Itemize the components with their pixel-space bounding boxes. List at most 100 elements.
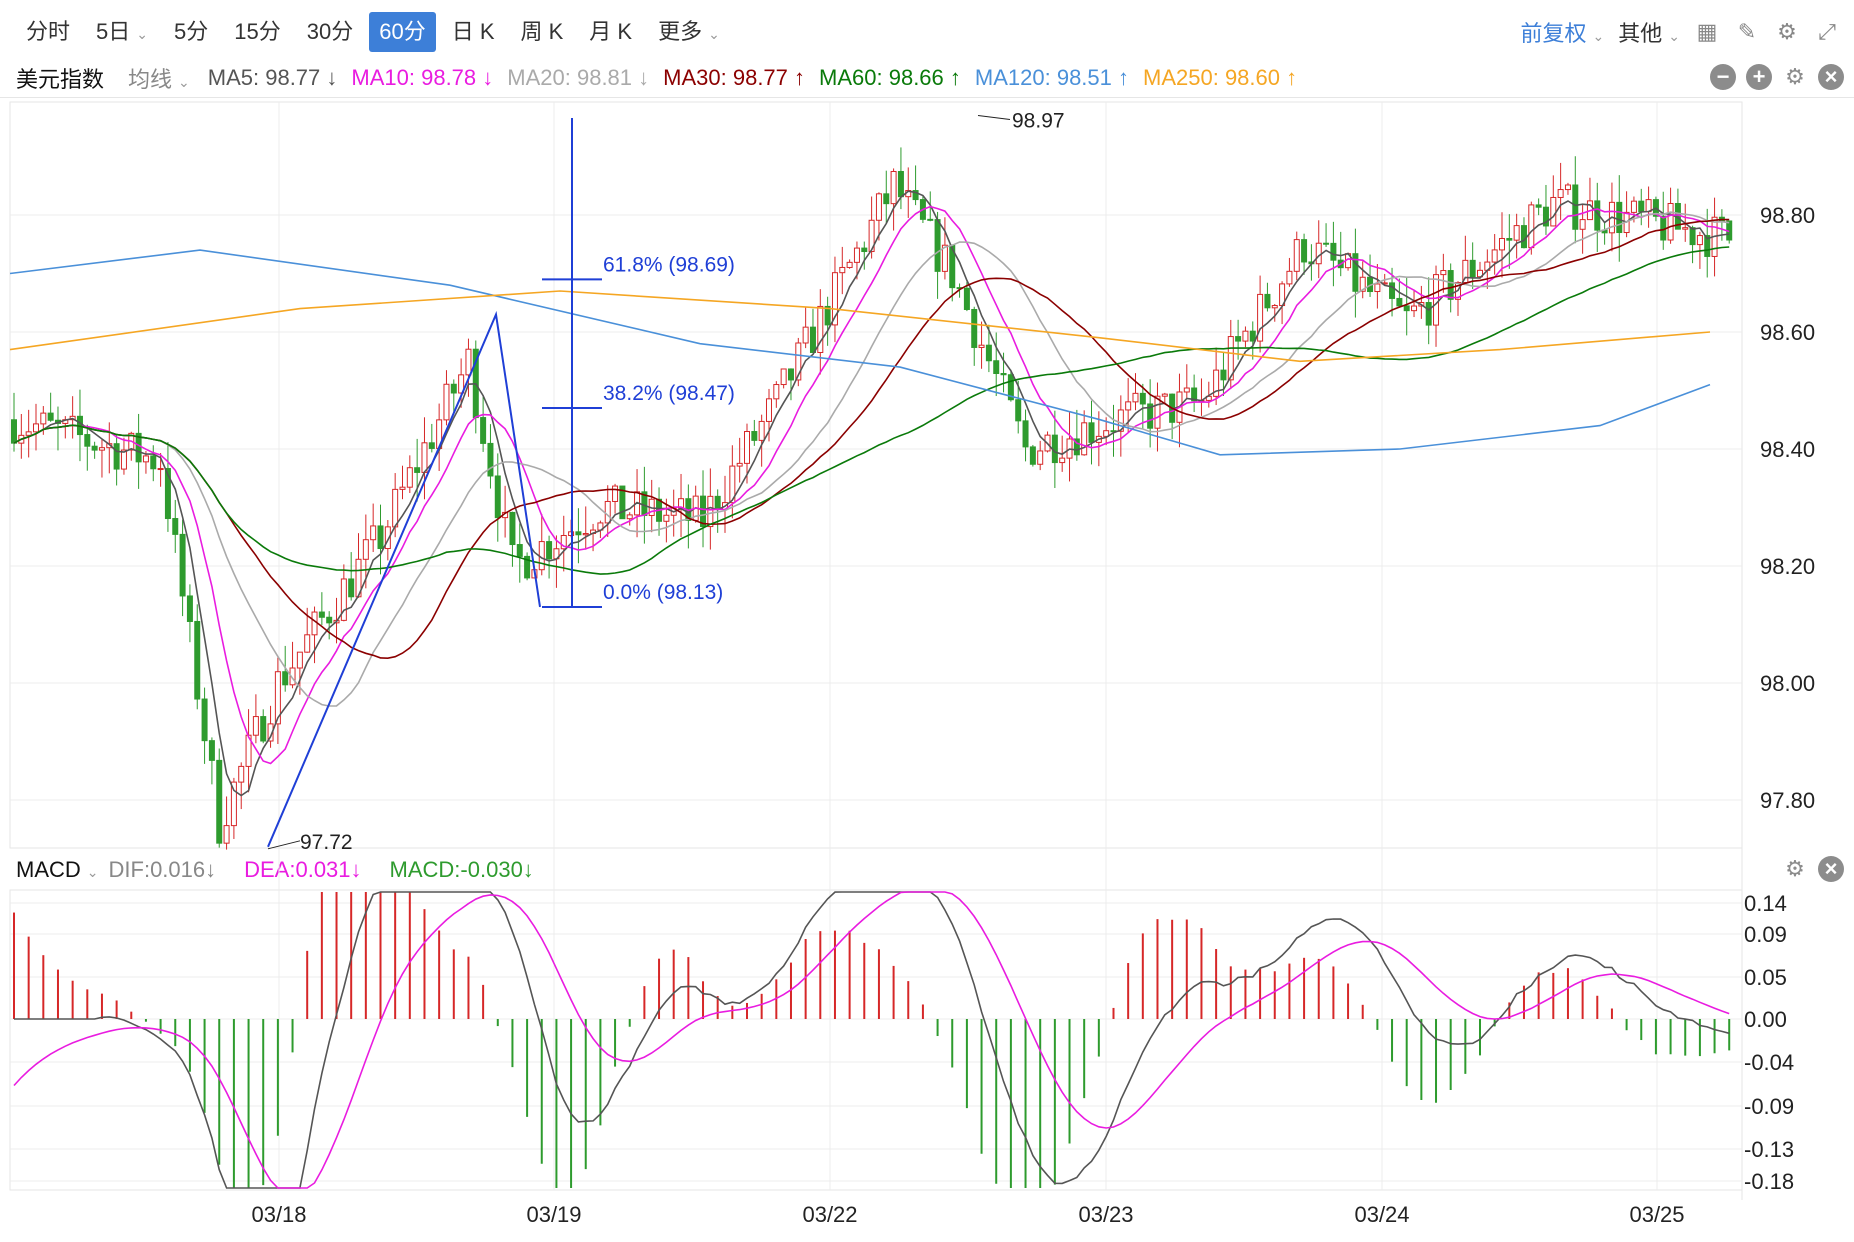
close-icon[interactable]: ×: [1818, 64, 1844, 90]
pencil-icon[interactable]: ✎: [1737, 19, 1757, 44]
legend-item: MA30: 98.77 ↑: [663, 64, 806, 90]
candle-body: [1564, 184, 1571, 191]
gear-icon[interactable]: ⚙: [1785, 64, 1805, 89]
candle-body: [465, 348, 472, 376]
candle-body: [575, 531, 582, 536]
candle-body: [414, 467, 421, 473]
candle-body: [201, 698, 208, 742]
candle-body: [1396, 297, 1403, 307]
candle-body: [1682, 227, 1689, 230]
candle-body: [868, 219, 875, 253]
candle-body: [736, 462, 743, 467]
candle-body: [927, 218, 934, 221]
candle-body: [458, 374, 465, 394]
macd-items: DIF:0.016↓ DEA:0.031↓ MACD:-0.030↓: [109, 857, 562, 883]
period-tab[interactable]: 60分: [369, 12, 436, 52]
candle-body: [1557, 189, 1564, 198]
candle-body: [993, 360, 1000, 374]
candle-body: [1022, 420, 1029, 448]
candle-body: [186, 595, 193, 622]
candle-body: [941, 244, 948, 272]
period-label: 月 K: [589, 19, 633, 44]
candle-body: [1220, 369, 1227, 381]
gear-icon[interactable]: ⚙: [1785, 856, 1805, 881]
candle-body: [912, 190, 919, 201]
period-tab[interactable]: 5分: [164, 12, 218, 52]
candle-body: [1440, 270, 1447, 276]
macd-name[interactable]: MACD ⌄: [16, 857, 99, 883]
fib-swing-line: [267, 310, 541, 848]
period-tab[interactable]: 更多 ⌄: [648, 12, 730, 52]
candle-body: [1249, 330, 1256, 342]
candle-body: [289, 667, 296, 686]
macd-legend: MACD ⌄ DIF:0.016↓ DEA:0.031↓ MACD:-0.030↓: [0, 850, 1742, 890]
grid-icon[interactable]: ▦: [1696, 19, 1718, 44]
legend-item: MACD:-0.030↓: [389, 857, 534, 882]
candle-body: [1015, 399, 1022, 422]
candle-body: [421, 442, 428, 473]
candle-body: [406, 467, 413, 488]
fib-level-label: 38.2% (98.47): [603, 382, 735, 405]
candle-body: [817, 305, 824, 353]
candle-body: [326, 616, 333, 624]
plus-icon[interactable]: +: [1746, 64, 1772, 90]
period-tab[interactable]: 月 K: [579, 12, 642, 52]
candle-body: [560, 534, 567, 550]
candle-body: [1513, 225, 1520, 241]
ma-type-dropdown[interactable]: 均线 ⌄: [128, 62, 190, 94]
candle-body: [377, 525, 384, 550]
expand-icon[interactable]: ⤢: [1818, 19, 1836, 44]
candle-body: [619, 485, 626, 520]
candle-body: [1257, 293, 1264, 342]
period-label: 更多: [658, 19, 703, 44]
candle-body: [1029, 446, 1036, 465]
candle-body: [1161, 393, 1168, 397]
candle-body: [729, 465, 736, 504]
period-label: 30分: [306, 19, 354, 44]
period-toolbar: 分时 5日 ⌄ 5分 15分 30分 60分日 K 周 K 月 K 更多 ⌄: [0, 0, 1854, 64]
candle-body: [304, 634, 311, 653]
candle-body: [84, 434, 91, 447]
period-tab[interactable]: 5日 ⌄: [86, 12, 158, 52]
low-label: 97.72: [300, 831, 353, 854]
x-tick-label: 03/18: [251, 1202, 306, 1227]
period-tab[interactable]: 15分: [224, 12, 290, 52]
candle-body: [1323, 242, 1330, 245]
close-icon[interactable]: ×: [1818, 856, 1844, 882]
candle-body: [98, 447, 105, 451]
minus-icon[interactable]: −: [1710, 64, 1736, 90]
candle-body: [524, 555, 531, 579]
candle-body: [1235, 336, 1242, 342]
candle-body: [135, 432, 142, 463]
gear-icon[interactable]: ⚙: [1777, 19, 1797, 44]
period-label: 60分: [379, 19, 426, 44]
candle-body: [1000, 372, 1007, 376]
other-dropdown[interactable]: 其他 ⌄: [1618, 16, 1680, 48]
period-tab[interactable]: 周 K: [511, 12, 574, 52]
price-tick-label: 97.80: [1760, 788, 1815, 813]
candle-body: [1696, 235, 1703, 246]
candle-body: [846, 261, 853, 268]
candle-body: [1638, 200, 1645, 213]
candle-body: [1535, 204, 1542, 208]
period-tab[interactable]: 日 K: [442, 12, 505, 52]
legend-item: DEA:0.031↓: [244, 857, 362, 882]
candle-body: [282, 671, 289, 686]
candle-body: [663, 514, 670, 522]
candle-body: [1213, 369, 1220, 397]
candle-body: [831, 272, 838, 326]
period-tab[interactable]: 30分: [297, 12, 363, 52]
period-tab[interactable]: 分时: [16, 12, 80, 52]
candle-body: [370, 525, 377, 541]
candle-body: [318, 611, 325, 618]
chevron-down-icon: ⌄: [708, 26, 720, 42]
candle-body: [1425, 302, 1432, 326]
candle-body: [1506, 237, 1513, 241]
macd-tick-label: 0.09: [1744, 922, 1787, 947]
candle-body: [714, 495, 721, 511]
candle-body: [1264, 293, 1271, 309]
adjust-dropdown[interactable]: 前复权 ⌄: [1521, 16, 1605, 48]
candle-body: [443, 383, 450, 421]
candle-body: [546, 541, 553, 560]
